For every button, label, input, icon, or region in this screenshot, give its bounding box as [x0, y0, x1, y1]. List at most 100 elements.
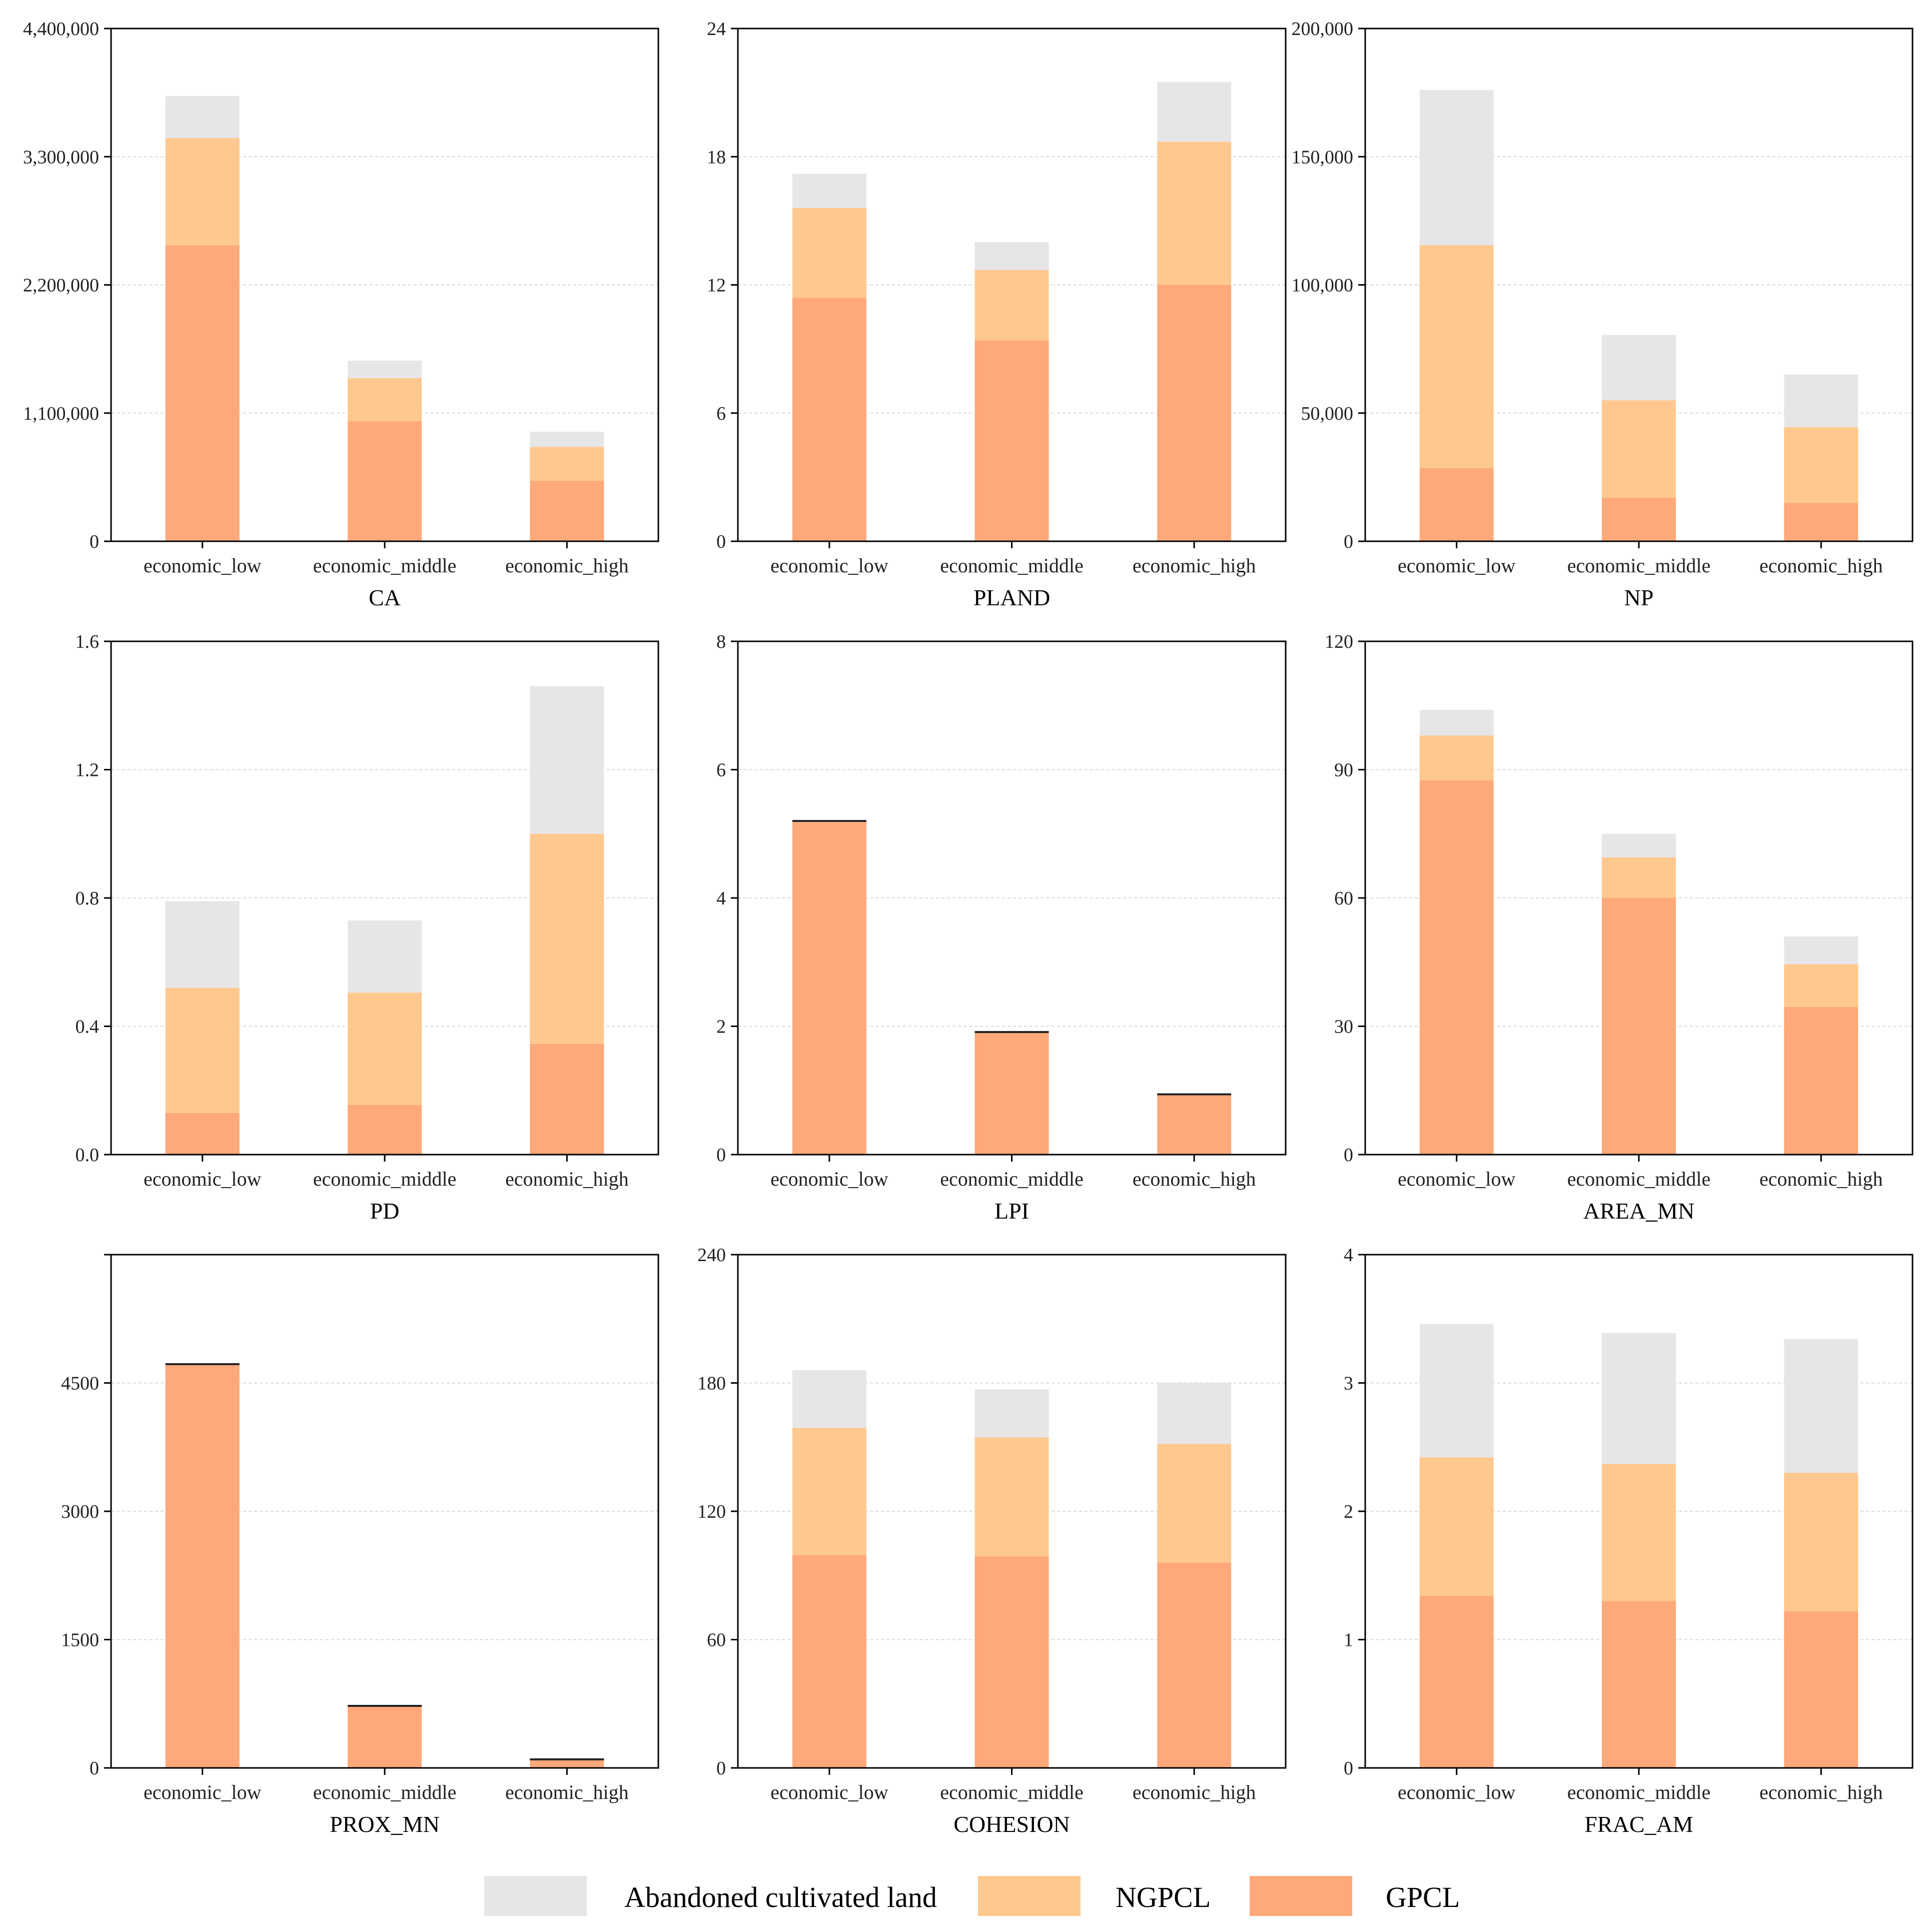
pd-ytick-label: 0.4 — [76, 1017, 100, 1038]
ca-bar-economic-middle-ngpcl — [348, 378, 422, 422]
np-xtick-label: economic_high — [1759, 554, 1883, 577]
lpi-plot-frame — [737, 640, 1287, 1156]
frac-am-bar-economic-middle-gpcl — [1602, 1601, 1676, 1768]
pland-xtick-label: economic_low — [770, 554, 888, 577]
pd-bar-economic-high-ngpcl — [530, 833, 604, 1044]
prox-mn-plot-frame — [110, 1254, 659, 1769]
prox-mn-bar-economic-middle-gpcl — [348, 1706, 422, 1768]
frac-am-bar-economic-low-ngpcl — [1419, 1457, 1494, 1596]
frac-am-bar-economic-middle-abandoned-cultivated-land — [1602, 1333, 1676, 1464]
frac-am-bar-economic-high-gpcl — [1784, 1611, 1858, 1768]
ca-xtick-label: economic_middle — [313, 554, 457, 577]
ca-ytick-label: 1,100,000 — [23, 403, 99, 424]
pland-bar-economic-middle-gpcl — [975, 340, 1049, 541]
pd-xtick-label: economic_low — [144, 1168, 262, 1190]
np-xtick-label: economic_middle — [1567, 554, 1711, 577]
pd-bar-economic-middle-gpcl — [348, 1105, 422, 1155]
lpi-ytick-label: 6 — [716, 760, 726, 781]
cohesion-bar-economic-high-abandoned-cultivated-land — [1157, 1383, 1232, 1444]
frac-am-xtick-label: economic_low — [1398, 1781, 1516, 1803]
ca-bar-economic-high-abandoned-cultivated-land — [530, 432, 604, 447]
chart-np: economic_low economic_middle economic_high… — [1292, 19, 1913, 610]
area-mn-ytick-label: 90 — [1334, 760, 1353, 781]
prox-mn-bar-economic-low-gpcl — [165, 1365, 240, 1768]
area-mn-bar-economic-high-abandoned-cultivated-land — [1784, 936, 1858, 964]
pd-bar-economic-middle-abandoned-cultivated-land — [348, 920, 422, 993]
pd-xtick-label: economic_high — [505, 1168, 629, 1190]
pland-bar-economic-high-ngpcl — [1157, 142, 1232, 285]
pd-ytick-label: 1.2 — [76, 760, 100, 781]
pland-plot-frame — [737, 28, 1287, 542]
area-mn-xtick-label: economic_middle — [1567, 1168, 1711, 1190]
np-bar-economic-low-abandoned-cultivated-land — [1419, 90, 1494, 246]
cohesion-bar-economic-low-abandoned-cultivated-land — [792, 1370, 866, 1428]
pd-bar-economic-middle-ngpcl — [348, 993, 422, 1105]
pd-ytick-label: 0.8 — [76, 888, 100, 909]
np-ytick-label: 100,000 — [1292, 275, 1354, 296]
ca-bar-economic-low-abandoned-cultivated-land — [165, 96, 240, 138]
frac-am-ytick-label: 1 — [1344, 1630, 1353, 1651]
prox-mn-axis-title: PROX_MN — [330, 1811, 440, 1837]
ca-ytick-label: 2,200,000 — [23, 275, 99, 296]
pland-ytick-label: 12 — [707, 275, 726, 296]
chart-cohesion: economic_low economic_middle economic_high… — [697, 1245, 1287, 1837]
frac-am-ytick-label: 0 — [1344, 1758, 1353, 1779]
area-mn-bar-economic-middle-ngpcl — [1602, 857, 1676, 898]
cohesion-bar-economic-middle-gpcl — [975, 1556, 1049, 1768]
area-mn-plot-frame — [1364, 640, 1913, 1156]
pd-bar-economic-high-abandoned-cultivated-land — [530, 686, 604, 834]
np-bar-economic-high-gpcl — [1784, 503, 1858, 541]
lpi-xtick-label: economic_low — [770, 1168, 888, 1190]
chart-area-mn: economic_low economic_middle economic_high… — [1325, 631, 1913, 1224]
pd-xtick-label: economic_middle — [313, 1168, 457, 1190]
frac-am-bar-economic-low-gpcl — [1419, 1596, 1494, 1768]
prox-mn-ytick-label: 1500 — [61, 1630, 99, 1651]
frac-am-ytick-label: 3 — [1344, 1373, 1353, 1394]
chart-lpi: economic_low economic_middle economic_high… — [716, 631, 1287, 1224]
pland-bar-economic-low-gpcl — [792, 298, 866, 541]
np-bar-economic-middle-abandoned-cultivated-land — [1602, 335, 1676, 401]
frac-am-bar-economic-high-abandoned-cultivated-land — [1784, 1339, 1858, 1473]
np-ytick-label: 0 — [1344, 531, 1353, 552]
area-mn-ytick-label: 30 — [1334, 1017, 1353, 1038]
area-mn-bar-economic-middle-abandoned-cultivated-land — [1602, 833, 1676, 857]
cohesion-xtick-label: economic_low — [770, 1781, 888, 1803]
ca-axis-title: CA — [369, 585, 401, 610]
lpi-xtick-label: economic_middle — [940, 1168, 1084, 1190]
np-ytick-label: 150,000 — [1292, 147, 1354, 168]
area-mn-bar-economic-high-ngpcl — [1784, 964, 1858, 1008]
prox-mn-ytick-label: 3000 — [61, 1501, 99, 1522]
area-mn-bar-economic-low-gpcl — [1419, 780, 1494, 1155]
np-bar-economic-middle-gpcl — [1602, 497, 1676, 541]
prox-mn-xtick-label: economic_high — [505, 1781, 629, 1803]
lpi-ytick-label: 8 — [716, 631, 726, 652]
pland-bar-economic-middle-ngpcl — [975, 270, 1049, 341]
np-ytick-label: 50,000 — [1301, 403, 1354, 424]
cohesion-bar-economic-middle-ngpcl — [975, 1437, 1049, 1556]
pland-bar-economic-low-abandoned-cultivated-land — [792, 174, 866, 208]
prox-mn-ytick-label: 4500 — [61, 1373, 99, 1394]
area-mn-xtick-label: economic_high — [1759, 1168, 1883, 1190]
area-mn-axis-title: AREA_MN — [1583, 1198, 1694, 1224]
chart-frac-am: economic_low economic_middle economic_high… — [1344, 1245, 1913, 1837]
ca-bar-economic-middle-gpcl — [348, 421, 422, 541]
frac-am-plot-frame — [1364, 1254, 1913, 1769]
ca-ytick-label: 4,400,000 — [23, 19, 99, 40]
ca-xtick-label: economic_high — [505, 554, 629, 577]
ca-bar-economic-low-gpcl — [165, 245, 240, 542]
frac-am-bar-economic-low-abandoned-cultivated-land — [1419, 1324, 1494, 1458]
prox-mn-xtick-label: economic_low — [144, 1781, 262, 1803]
cohesion-ytick-label: 120 — [697, 1501, 726, 1522]
pland-xtick-label: economic_high — [1133, 554, 1256, 577]
pd-bar-economic-low-gpcl — [165, 1113, 240, 1155]
np-bar-economic-high-abandoned-cultivated-land — [1784, 374, 1858, 427]
pd-plot-frame — [110, 640, 659, 1156]
area-mn-bar-economic-middle-gpcl — [1602, 898, 1676, 1155]
cohesion-ytick-label: 240 — [697, 1245, 726, 1266]
lpi-bar-economic-middle-gpcl — [975, 1033, 1049, 1155]
lpi-ytick-label: 0 — [716, 1145, 726, 1166]
chart-pland: economic_low economic_middle economic_high… — [707, 19, 1287, 610]
chart-ca: economic_low economic_middle economic_high… — [23, 19, 659, 610]
np-bar-economic-low-gpcl — [1419, 468, 1494, 541]
pland-bar-economic-high-gpcl — [1157, 285, 1232, 541]
